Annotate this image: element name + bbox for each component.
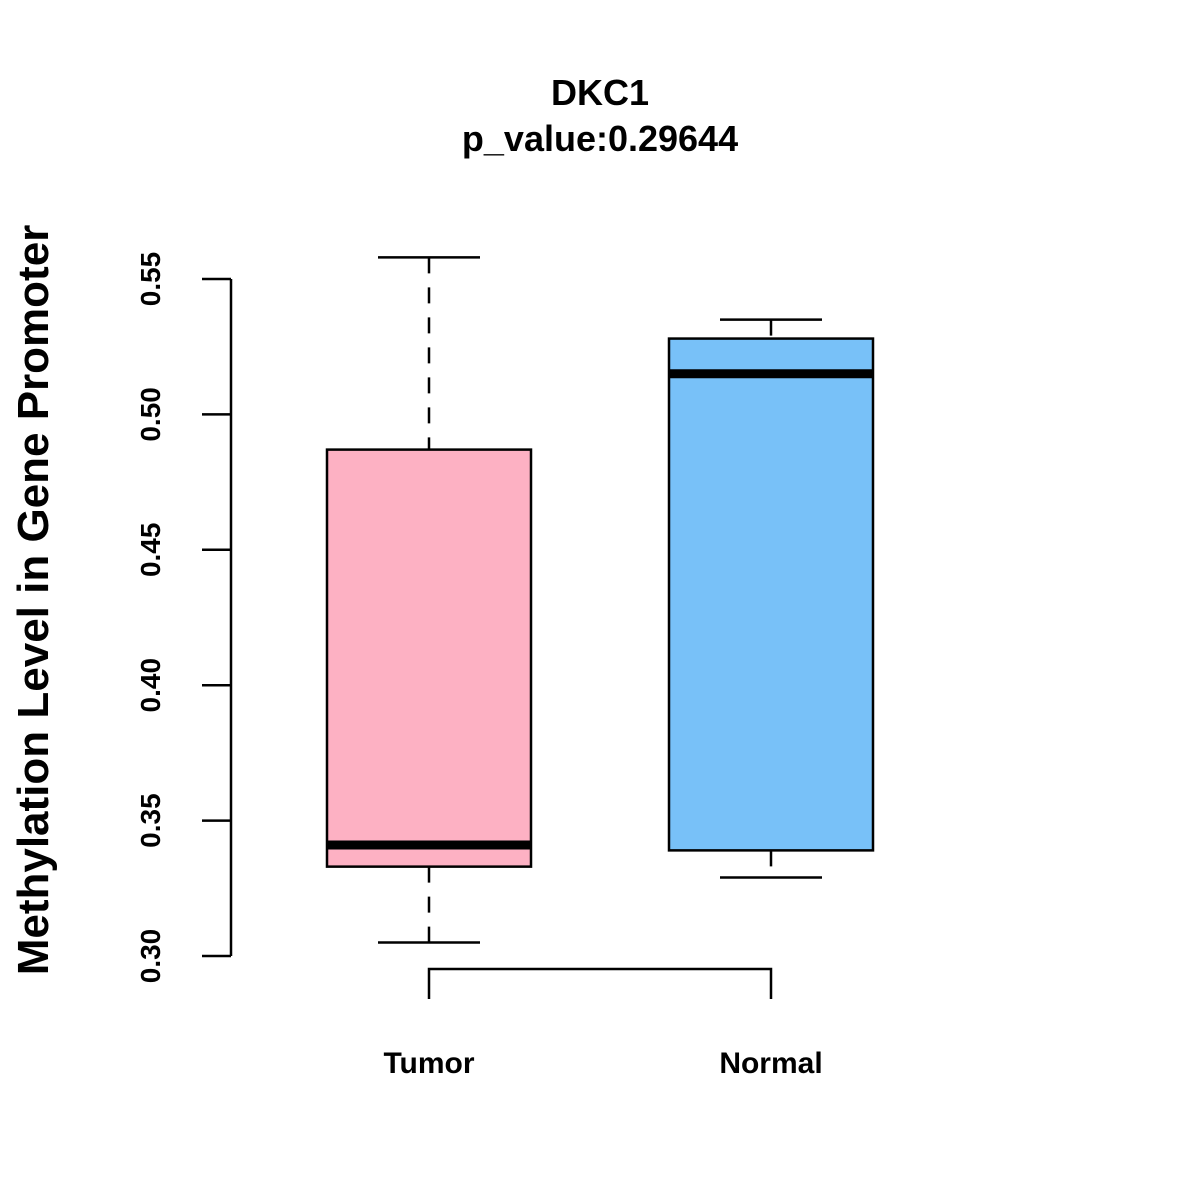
y-axis-label: Methylation Level in Gene Promoter [9, 225, 58, 976]
y-tick-label: 0.45 [135, 523, 166, 578]
y-tick-label: 0.50 [135, 387, 166, 442]
y-axis: 0.30 0.35 0.40 0.45 0.50 0.55 [135, 252, 233, 984]
y-tick-label: 0.30 [135, 929, 166, 984]
comparison-bracket [427, 967, 773, 999]
box-normal [667, 318, 875, 879]
box-tumor [325, 256, 533, 944]
y-tick-label: 0.35 [135, 793, 166, 848]
category-label-tumor: Tumor [383, 1047, 474, 1080]
y-tick-label: 0.55 [135, 252, 166, 307]
bracket-line [427, 967, 773, 999]
box-iqr [325, 448, 533, 868]
boxes-group [325, 256, 875, 944]
category-labels: Tumor Normal [383, 1047, 822, 1080]
box-iqr [667, 337, 875, 852]
category-label-normal: Normal [719, 1047, 822, 1080]
chart-subtitle: p_value:0.29644 [462, 118, 738, 159]
y-tick-label: 0.40 [135, 658, 166, 713]
chart-title: DKC1 [551, 72, 649, 113]
